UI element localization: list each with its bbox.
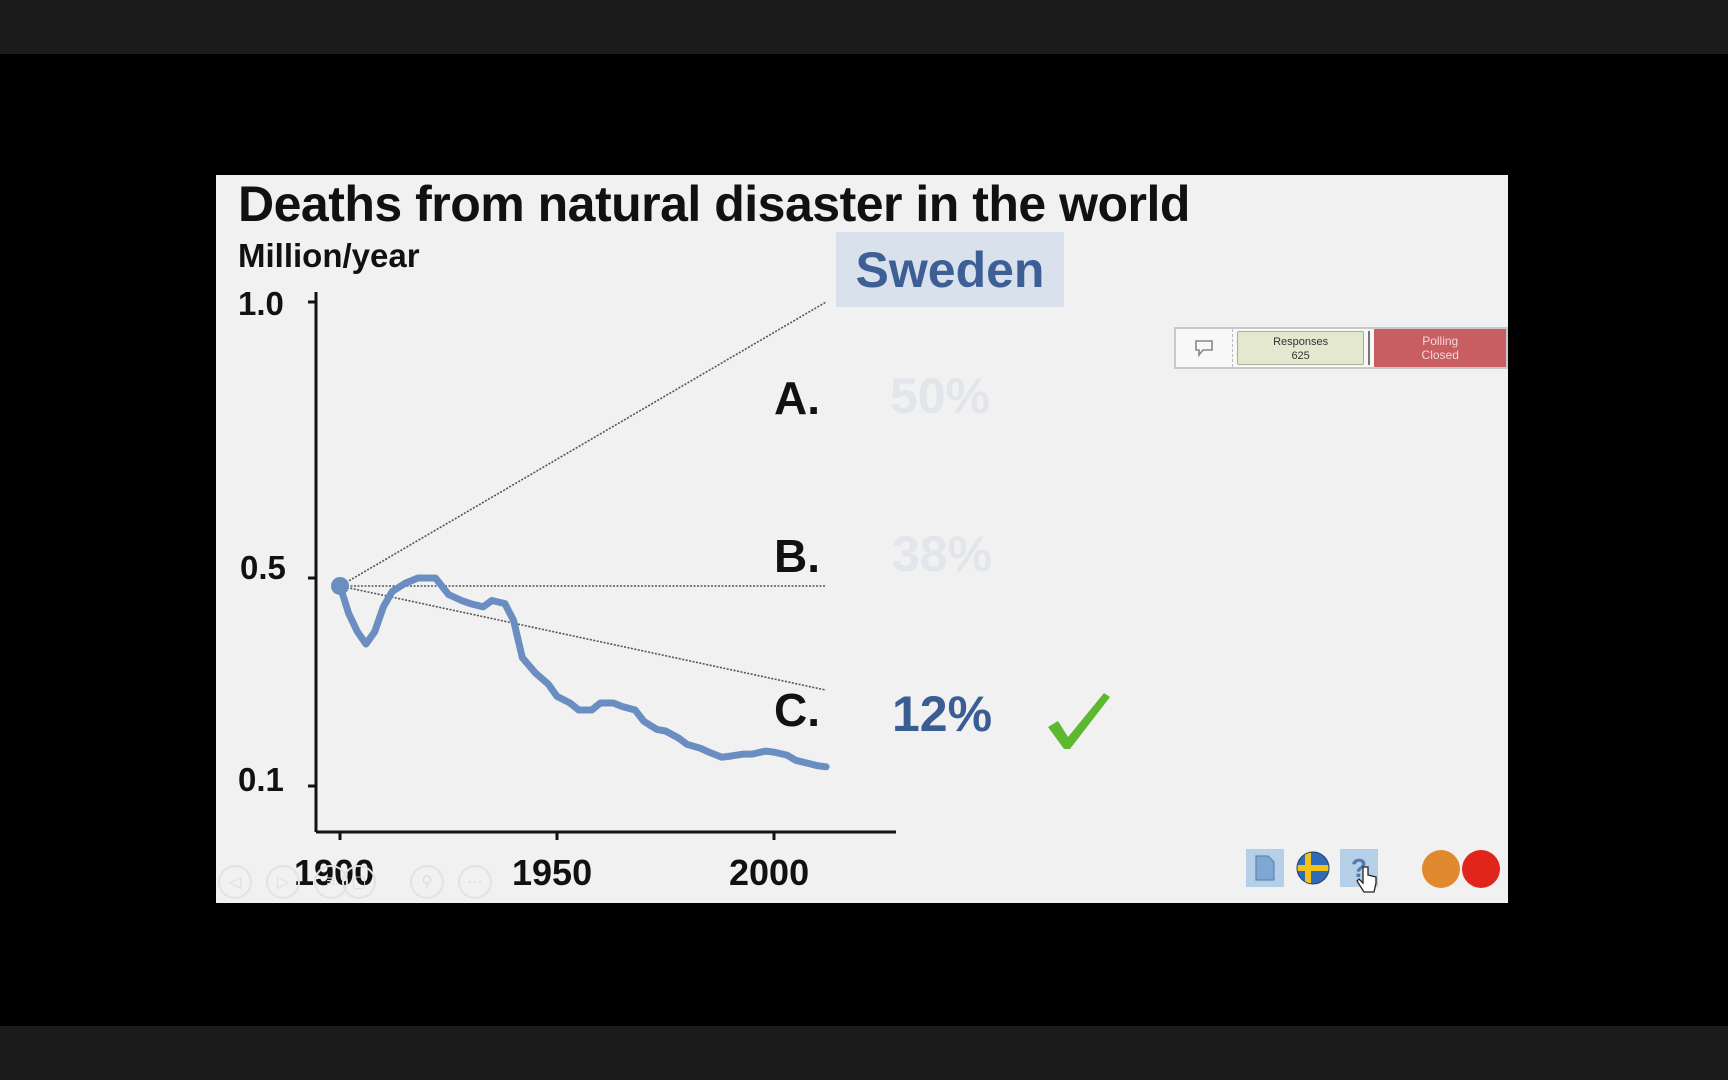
player-top-bar: [0, 0, 1728, 54]
previous-icon: ◁: [228, 874, 242, 891]
y-tick-label-1: 1.0: [238, 285, 284, 322]
y-tick-label-2: 0.5: [240, 549, 286, 586]
player-bottom-bar: [0, 1026, 1728, 1080]
deaths-series-line-1: [336, 574, 830, 771]
responses-label: Responses: [1273, 336, 1329, 348]
document-tool-button[interactable]: [1246, 849, 1284, 887]
poll-divider: [1368, 331, 1372, 365]
sweden-flag-button[interactable]: [1294, 849, 1332, 887]
x-tick-label-3: 2000: [729, 852, 810, 893]
country-highlight-box: Sweden: [836, 232, 1064, 307]
orange-status-dot[interactable]: [1422, 850, 1460, 888]
play-button[interactable]: ▷: [266, 865, 300, 899]
polling-widget: Responses 625 Polling Closed: [1174, 327, 1508, 369]
sweden-globe-icon: [1296, 851, 1330, 885]
document-icon: [1255, 855, 1275, 881]
series-start-point: [331, 576, 349, 595]
x-tick-label-2: 1950: [512, 852, 593, 893]
more-icon: ⋯: [467, 874, 483, 891]
option-c-letter: C.: [774, 684, 820, 736]
mouse-cursor-icon: [1356, 866, 1377, 893]
projection-line-c: [339, 585, 827, 691]
option-b-letter: B.: [774, 530, 820, 582]
red-status-dot[interactable]: [1462, 850, 1500, 888]
option-a-percent: 50%: [890, 368, 991, 424]
responses-counter: Responses 625: [1236, 331, 1365, 365]
polling-status-line1: Polling: [1422, 334, 1459, 348]
play-icon: ▷: [276, 874, 290, 891]
page-icon: ▢: [351, 874, 367, 891]
y-axis-unit-label: Million/year: [238, 237, 420, 274]
country-highlight-label: Sweden: [855, 241, 1045, 298]
deaths-line-chart: [308, 292, 896, 840]
page-button[interactable]: ▢: [342, 865, 376, 899]
zoom-icon: ⚲: [421, 874, 433, 891]
menu-icon: ≡: [326, 873, 336, 890]
option-a-letter: A.: [774, 372, 820, 424]
more-options-button[interactable]: ⋯: [458, 865, 492, 899]
option-c-percent: 12%: [892, 686, 993, 742]
zoom-button[interactable]: ⚲: [410, 865, 444, 899]
y-tick-label-3: 0.1: [238, 761, 284, 798]
checkmark-icon: [1048, 693, 1110, 749]
projection-line-a: [339, 301, 827, 587]
polling-status-line2: Closed: [1421, 348, 1459, 362]
poll-chat-icon[interactable]: [1176, 329, 1233, 367]
responses-count: 625: [1291, 350, 1310, 362]
presentation-slide: Deaths from natural disaster in the worl…: [216, 175, 1508, 903]
option-b-percent: 38%: [892, 526, 993, 582]
slide-title: Deaths from natural disaster in the worl…: [238, 176, 1190, 232]
polling-status-button[interactable]: Polling Closed: [1374, 329, 1506, 367]
previous-slide-button[interactable]: ◁: [218, 865, 252, 899]
